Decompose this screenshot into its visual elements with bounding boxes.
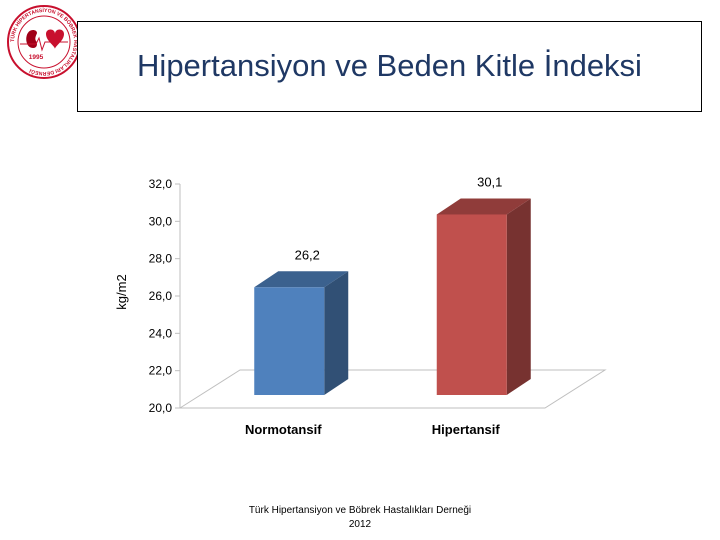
footer: Türk Hipertansiyon ve Böbrek Hastalıklar… [230,504,490,532]
y-axis: 20,0 22,0 24,0 26,0 28,0 30,0 32,0 kg/m2 [114,177,180,415]
y-tick-label: 28,0 [149,252,173,266]
data-label: 30,1 [477,174,502,189]
bar-side [507,198,531,395]
footer-organization: Türk Hipertansiyon ve Böbrek Hastalıklar… [230,504,490,518]
y-tick-label: 20,0 [149,401,173,415]
bars [254,198,531,395]
x-tick-label: Hipertansif [432,422,501,437]
bar-hipertansif [437,198,531,395]
y-tick-label: 32,0 [149,177,173,191]
x-tick-label: Normotansif [245,422,322,437]
y-tick-label: 24,0 [149,326,173,340]
data-label: 26,2 [295,247,320,262]
bar-front [437,214,507,395]
bar-side [324,271,348,395]
y-tick-label: 30,0 [149,214,173,228]
chart-back-walls [180,370,605,408]
y-axis-title: kg/m2 [114,274,129,309]
bar-front [254,287,324,395]
y-tick-label: 22,0 [149,364,173,378]
footer-year: 2012 [230,518,490,532]
chart-floor [180,370,605,408]
bar-normotansif [254,271,348,395]
y-tick-label: 26,0 [149,289,173,303]
